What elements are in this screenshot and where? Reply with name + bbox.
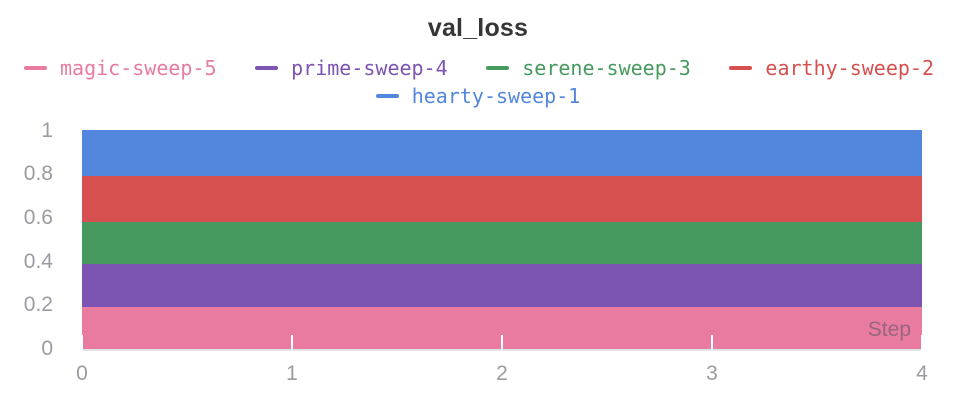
y-axis-tick-label: 0.8 (23, 162, 53, 185)
x-axis-title: Step (867, 318, 911, 341)
legend-row-1: magic-sweep-5 prime-sweep-4 serene-sweep… (24, 57, 934, 79)
area-band-hearty-sweep-1 (82, 130, 922, 176)
legend-swatch-serene-sweep-3-icon (486, 66, 510, 70)
legend-item-earthy-sweep-2[interactable]: earthy-sweep-2 (729, 57, 934, 79)
x-axis-tick-label: 1 (286, 362, 298, 385)
x-axis-tick-label: 0 (76, 362, 88, 385)
x-axis-tick-mark (921, 335, 923, 362)
x-axis-tick-label: 4 (916, 362, 928, 385)
chart-area: 1 0.8 0.6 0.4 0.2 0 Step 0 1 2 3 4 (0, 120, 956, 400)
area-band-serene-sweep-3 (82, 221, 922, 264)
legend-item-serene-sweep-3[interactable]: serene-sweep-3 (486, 57, 691, 79)
x-axis-tick-mark (291, 335, 293, 362)
legend-row-2: hearty-sweep-1 (0, 85, 956, 107)
legend-label: magic-sweep-5 (60, 56, 217, 80)
legend-swatch-earthy-sweep-2-icon (729, 66, 753, 70)
area-band-earthy-sweep-2 (82, 176, 922, 222)
x-axis-tick-mark (711, 335, 713, 362)
legend-label: hearty-sweep-1 (411, 84, 581, 108)
legend-swatch-magic-sweep-5-icon (24, 66, 47, 70)
x-axis-tick-mark (501, 335, 503, 362)
y-axis-tick-label: 0.2 (23, 293, 53, 316)
y-axis-tick-label: 0.4 (23, 250, 53, 273)
y-axis-tick-label: 0.6 (23, 206, 53, 229)
area-band-prime-sweep-4 (82, 263, 922, 308)
x-axis-tick-label: 3 (706, 362, 718, 385)
y-axis-tick-label: 1 (41, 119, 53, 142)
legend-item-magic-sweep-5[interactable]: magic-sweep-5 (24, 57, 217, 79)
y-axis-tick-label: 0 (41, 337, 53, 360)
legend-swatch-prime-sweep-4-icon (255, 66, 279, 70)
legend-swatch-hearty-sweep-1-icon (375, 94, 399, 98)
legend-label: prime-sweep-4 (291, 56, 448, 80)
legend-label: earthy-sweep-2 (765, 56, 934, 80)
chart-title: val_loss (427, 14, 529, 42)
legend-item-hearty-sweep-1[interactable]: hearty-sweep-1 (375, 84, 581, 108)
legend-item-prime-sweep-4[interactable]: prime-sweep-4 (255, 57, 448, 79)
x-axis-tick-label: 2 (496, 362, 508, 385)
legend-label: serene-sweep-3 (522, 56, 691, 80)
plot-area[interactable]: Step (82, 130, 922, 349)
x-axis-tick-mark (81, 335, 83, 362)
